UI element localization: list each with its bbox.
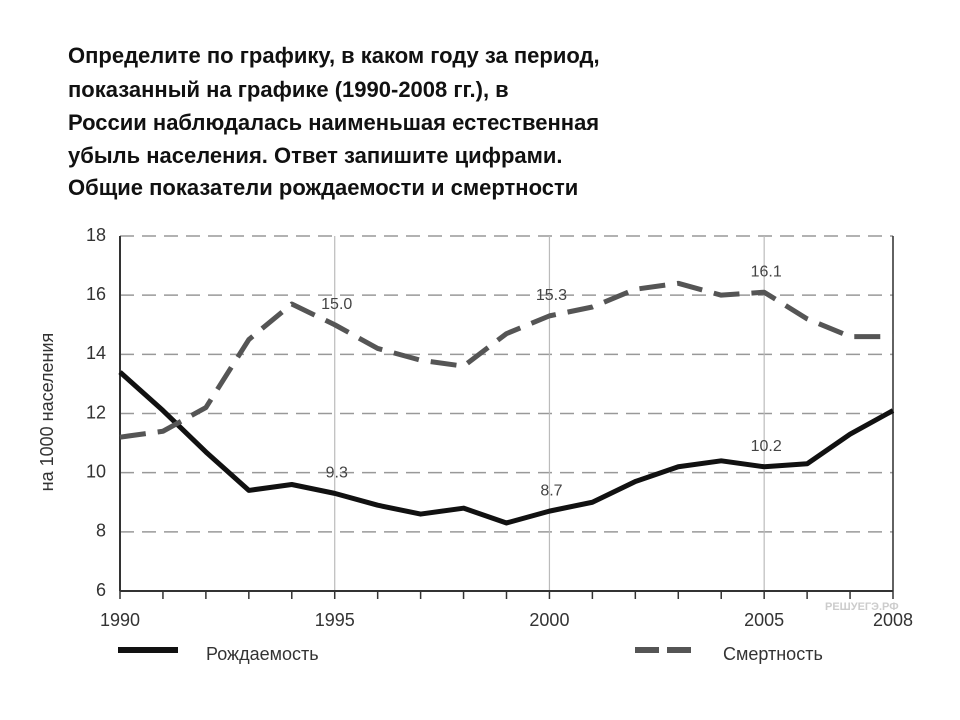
question-line: России наблюдалась наименьшая естественн…	[68, 110, 599, 135]
data-label: 16.1	[751, 263, 782, 280]
series-line	[118, 370, 895, 526]
y-tick-label: 16	[86, 284, 106, 304]
x-tick-label: 1990	[100, 610, 140, 630]
legend-label: Рождаемость	[206, 644, 319, 664]
question-line: убыль населения. Ответ запишите цифрами.	[68, 143, 563, 168]
y-tick-label: 10	[86, 461, 106, 481]
y-axis-label: на 1000 населения	[37, 333, 57, 492]
y-tick-label: 12	[86, 402, 106, 422]
data-label: 9.3	[326, 465, 348, 482]
data-label: 15.3	[536, 287, 567, 304]
x-tick-label: 2000	[529, 610, 569, 630]
y-tick-label: 8	[96, 521, 106, 541]
question-line: Определите по графику, в каком году за п…	[68, 43, 600, 68]
data-label: 8.7	[540, 482, 562, 499]
y-tick-label: 18	[86, 225, 106, 245]
series-line	[119, 280, 893, 440]
question-line: показанный на графике (1990-2008 гг.), в	[68, 77, 509, 102]
y-tick-label: 6	[96, 580, 106, 600]
watermark: РЕШУЕГЭ.РФ	[825, 601, 899, 613]
data-label: 15.0	[321, 296, 352, 313]
x-tick-label: 2008	[873, 610, 913, 630]
chart-title: Общие показатели рождаемости и смертност…	[68, 175, 578, 200]
x-tick-label: 2005	[744, 610, 784, 630]
x-tick-label: 1995	[315, 610, 355, 630]
data-label: 10.2	[751, 438, 782, 455]
legend-label: Смертность	[723, 644, 823, 664]
y-tick-label: 14	[86, 343, 106, 363]
